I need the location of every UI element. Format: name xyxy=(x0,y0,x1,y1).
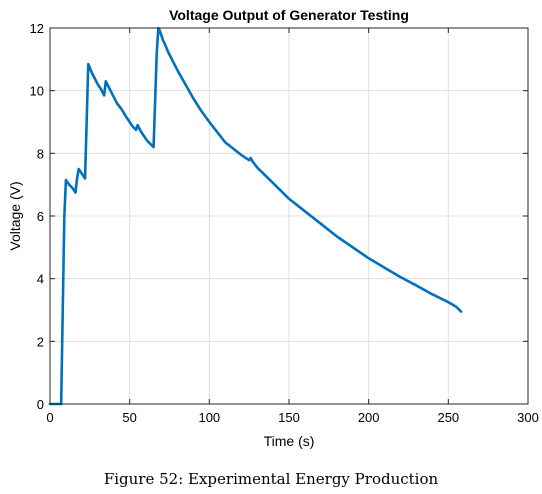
x-tick-label: 0 xyxy=(46,410,53,425)
x-tick-label: 250 xyxy=(437,410,459,425)
figure-caption: Figure 52: Experimental Energy Productio… xyxy=(103,470,439,488)
y-tick-label: 2 xyxy=(37,334,44,349)
y-tick-label: 12 xyxy=(30,21,44,36)
y-tick-label: 8 xyxy=(37,146,44,161)
y-axis-label: Voltage (V) xyxy=(7,181,23,250)
x-tick-label: 150 xyxy=(278,410,300,425)
x-axis-label: Time (s) xyxy=(264,433,315,449)
x-tick-label: 300 xyxy=(517,410,539,425)
y-tick-label: 10 xyxy=(30,84,44,99)
x-tick-label: 100 xyxy=(198,410,220,425)
y-tick-label: 6 xyxy=(37,209,44,224)
axis-ticks: 0 50 100 150 200 250 300 0 2 4 6 8 10 12 xyxy=(30,21,539,425)
chart-title: Voltage Output of Generator Testing xyxy=(169,7,409,23)
y-tick-label: 0 xyxy=(37,397,44,412)
voltage-series-line xyxy=(48,26,463,406)
data-layer xyxy=(48,26,463,406)
y-tick-label: 4 xyxy=(37,272,44,287)
x-tick-label: 50 xyxy=(122,410,136,425)
x-tick-label: 200 xyxy=(358,410,380,425)
